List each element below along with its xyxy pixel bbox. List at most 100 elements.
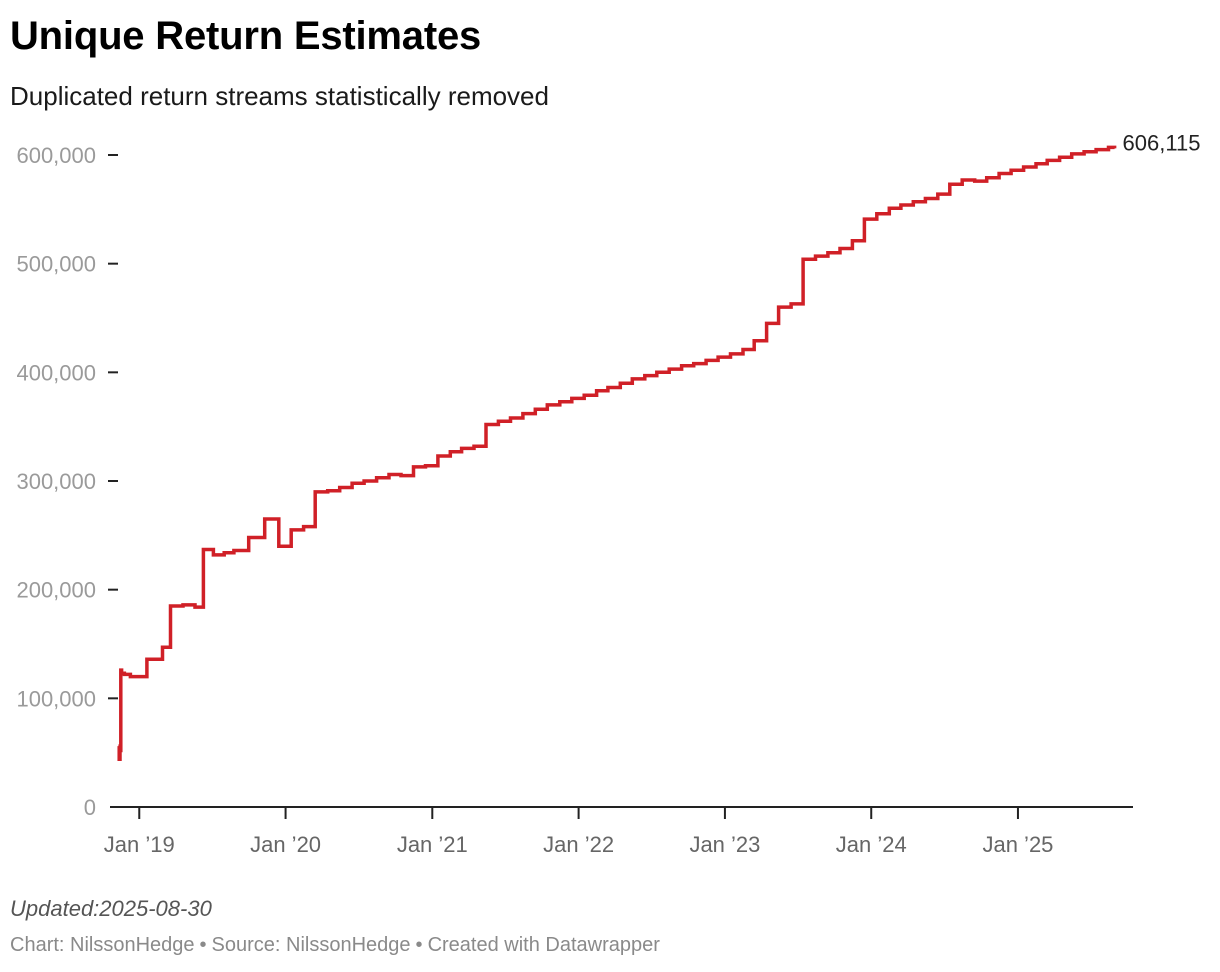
end-value-label: 606,115: [1123, 130, 1201, 155]
data-point: [129, 675, 132, 678]
data-point: [998, 172, 1001, 175]
data-point: [558, 400, 561, 403]
y-tick-label: 100,000: [16, 686, 96, 711]
line-chart: 0 100,000 200,000 300,000 400,000 500,000 600,…: [16, 130, 1201, 857]
data-point: [631, 377, 634, 380]
data-point: [583, 394, 586, 397]
data-point: [424, 464, 427, 467]
data-point: [729, 352, 732, 355]
data-point: [1046, 159, 1049, 162]
x-tick-label: Jan ’24: [836, 832, 907, 857]
chart-subtitle: Duplicated return streams statistically …: [10, 81, 549, 111]
x-tick-label: Jan ’25: [982, 832, 1053, 857]
data-point: [400, 474, 403, 477]
credit-chart: Chart: NilssonHedge: [10, 934, 195, 956]
data-point: [351, 482, 354, 485]
data-point: [1010, 169, 1013, 172]
data-point: [717, 356, 720, 359]
data-point: [546, 403, 549, 406]
data-point: [161, 646, 164, 649]
y-tick-label: 400,000: [16, 360, 96, 385]
credit-tool: Created with Datawrapper: [427, 934, 660, 956]
data-point: [1022, 165, 1025, 168]
data-point: [202, 548, 205, 551]
x-tick-label: Jan ’20: [250, 832, 321, 857]
data-point: [655, 371, 658, 374]
data-point: [521, 412, 524, 415]
data-point: [388, 473, 391, 476]
chart-title: Unique Return Estimates: [10, 14, 482, 58]
data-point: [193, 606, 196, 609]
data-point: [302, 525, 305, 528]
data-point: [936, 193, 939, 196]
data-point: [973, 180, 976, 183]
data-point: [145, 658, 148, 661]
data-point: [232, 549, 235, 552]
data-point: [534, 408, 537, 411]
y-tick-label: 0: [84, 795, 96, 820]
data-point: [119, 749, 122, 752]
data-point: [851, 239, 854, 242]
data-point: [123, 673, 126, 676]
data-point: [223, 551, 226, 554]
data-point: [460, 447, 463, 450]
data-point: [899, 203, 902, 206]
data-point: [570, 397, 573, 400]
data-point: [247, 536, 250, 539]
data-point: [765, 322, 768, 325]
data-point: [790, 302, 793, 305]
separator: •: [199, 934, 207, 956]
data-point: [924, 197, 927, 200]
data-point: [753, 339, 756, 342]
data-point: [838, 247, 841, 250]
y-tick-label: 200,000: [16, 578, 96, 603]
data-point: [117, 745, 120, 748]
data-point: [472, 445, 475, 448]
data-point: [120, 672, 123, 675]
separator: •: [415, 934, 423, 956]
data-point: [985, 176, 988, 179]
data-point: [1083, 150, 1086, 153]
data-point: [449, 450, 452, 453]
data-point: [802, 258, 805, 261]
data-point: [169, 604, 172, 607]
series-group: 606,115: [117, 130, 1201, 761]
data-point: [363, 480, 366, 483]
credit-source: Source: NilssonHedge: [211, 934, 411, 956]
data-point: [181, 603, 184, 606]
data-point: [875, 212, 878, 215]
data-point: [741, 348, 744, 351]
x-tick-label: Jan ’23: [689, 832, 760, 857]
data-point: [705, 359, 708, 362]
data-point: [290, 528, 293, 531]
data-point: [948, 183, 951, 186]
data-point: [680, 364, 683, 367]
y-axis: 0 100,000 200,000 300,000 400,000 500,000 600,…: [16, 143, 118, 820]
data-point: [668, 368, 671, 371]
data-point: [606, 386, 609, 389]
updated-note: Updated:2025-08-30: [10, 896, 212, 921]
data-point: [412, 465, 415, 468]
data-point: [826, 251, 829, 254]
data-point: [643, 374, 646, 377]
data-point: [1113, 147, 1116, 150]
data-point: [961, 178, 964, 181]
data-point: [118, 758, 121, 761]
data-point: [1095, 148, 1098, 151]
source-footer: Chart: NilssonHedge • Source: NilssonHedge…: [10, 934, 660, 957]
series-line: [117, 145, 1117, 761]
x-tick-label: Jan ’21: [397, 832, 468, 857]
data-point: [863, 218, 866, 221]
data-point: [619, 382, 622, 385]
data-point: [263, 518, 266, 521]
y-tick-label: 300,000: [16, 469, 96, 494]
data-point: [277, 545, 280, 548]
data-point: [1034, 162, 1037, 165]
data-point: [692, 362, 695, 365]
data-point: [338, 486, 341, 489]
data-point: [1058, 156, 1061, 159]
data-point: [314, 490, 317, 493]
x-tick-label: Jan ’22: [543, 832, 614, 857]
y-tick-label: 500,000: [16, 252, 96, 277]
x-axis: Jan ’19 Jan ’20 Jan ’21 Jan ’22 Jan ’23 Jan ’…: [104, 806, 1133, 857]
